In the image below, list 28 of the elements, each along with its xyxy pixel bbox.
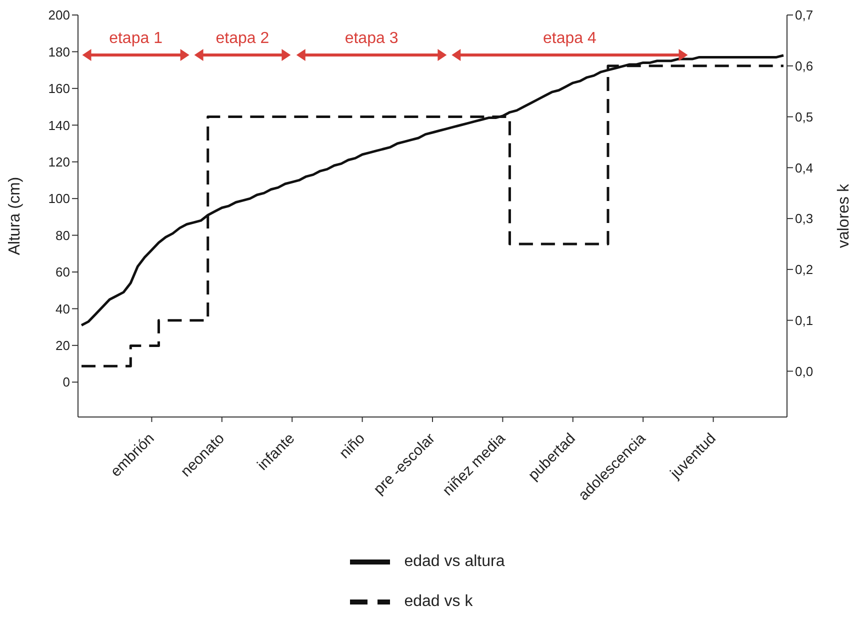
y-tick-label: 140 xyxy=(48,118,70,133)
annotation: etapa 2 xyxy=(216,30,270,47)
annotation: etapa 4 xyxy=(542,30,596,47)
annotation: etapa 3 xyxy=(344,30,398,47)
y2-tick-label: 0,2 xyxy=(795,262,814,278)
y2-axis-title: valores k xyxy=(836,182,853,248)
y-tick-label: 160 xyxy=(48,81,70,96)
y2-tick-label: 0,5 xyxy=(795,109,814,124)
y-tick-label: 120 xyxy=(48,154,70,170)
x-tick-label: niño xyxy=(336,430,368,462)
y-tick-label: 100 xyxy=(48,191,70,206)
y2-tick-label: 0,0 xyxy=(795,364,814,379)
y-tick-label: 20 xyxy=(56,338,70,354)
y-tick-label: 60 xyxy=(56,264,70,280)
y-tick-label: 40 xyxy=(56,301,70,316)
y-tick-label: 0 xyxy=(62,374,70,390)
y-axis-title: Altura (cm) xyxy=(6,176,24,256)
y2-tick-label: 0,3 xyxy=(795,211,814,226)
y-tick-label: 80 xyxy=(56,228,70,243)
y-tick-label: 180 xyxy=(48,44,70,60)
legend-label: edad vs k xyxy=(404,593,473,610)
y2-tick-label: 0,6 xyxy=(795,58,814,74)
y2-tick-label: 0,7 xyxy=(795,8,814,23)
legend-label: edad vs altura xyxy=(404,553,505,570)
y2-tick-label: 0,1 xyxy=(795,312,814,328)
y2-tick-label: 0,4 xyxy=(795,160,814,176)
annotation: etapa 1 xyxy=(109,30,163,47)
y-tick-label: 200 xyxy=(48,8,70,23)
